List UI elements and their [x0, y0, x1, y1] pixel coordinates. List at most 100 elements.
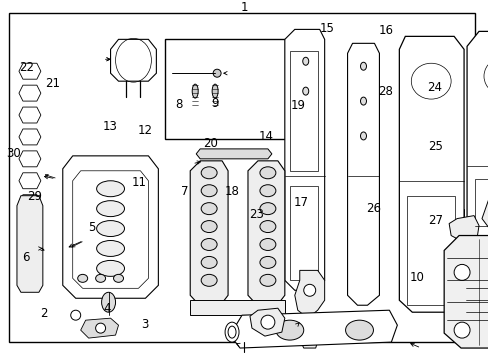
Polygon shape: [249, 308, 284, 336]
Ellipse shape: [96, 274, 105, 282]
Ellipse shape: [275, 320, 303, 340]
Text: 28: 28: [378, 85, 392, 98]
Polygon shape: [347, 43, 379, 305]
Text: 1: 1: [240, 1, 248, 14]
Ellipse shape: [201, 203, 217, 215]
Polygon shape: [284, 30, 324, 290]
Polygon shape: [294, 270, 324, 318]
Ellipse shape: [261, 315, 274, 329]
Text: 9: 9: [211, 96, 219, 109]
Polygon shape: [196, 149, 271, 159]
Bar: [407, 196, 454, 305]
Text: 23: 23: [249, 208, 264, 221]
Text: 5: 5: [88, 221, 96, 234]
Text: 7: 7: [181, 185, 188, 198]
Text: 10: 10: [409, 271, 424, 284]
Polygon shape: [19, 173, 41, 189]
Text: 17: 17: [293, 196, 307, 209]
Text: 21: 21: [45, 77, 60, 90]
Ellipse shape: [303, 284, 315, 296]
Ellipse shape: [260, 256, 275, 269]
Ellipse shape: [97, 181, 124, 197]
Polygon shape: [456, 278, 488, 328]
Text: 27: 27: [427, 214, 443, 227]
Ellipse shape: [260, 167, 275, 179]
Polygon shape: [19, 151, 41, 167]
Polygon shape: [19, 107, 41, 123]
Polygon shape: [190, 161, 227, 308]
Ellipse shape: [453, 264, 469, 280]
Ellipse shape: [192, 84, 198, 98]
Polygon shape: [19, 85, 41, 101]
Bar: [289, 186, 317, 280]
Polygon shape: [481, 196, 488, 235]
Ellipse shape: [201, 185, 217, 197]
Ellipse shape: [201, 256, 217, 269]
Ellipse shape: [227, 326, 236, 338]
Ellipse shape: [96, 323, 105, 333]
Text: 18: 18: [224, 185, 240, 198]
Ellipse shape: [260, 274, 275, 286]
Polygon shape: [62, 156, 158, 298]
Ellipse shape: [360, 132, 366, 140]
Text: 30: 30: [6, 147, 20, 160]
Ellipse shape: [360, 62, 366, 70]
Ellipse shape: [97, 201, 124, 217]
Text: 29: 29: [27, 190, 42, 203]
Ellipse shape: [260, 203, 275, 215]
Bar: [165, 39, 284, 139]
Ellipse shape: [78, 274, 87, 282]
Text: 24: 24: [426, 81, 441, 94]
Polygon shape: [19, 217, 41, 233]
Polygon shape: [19, 129, 41, 145]
Ellipse shape: [302, 87, 308, 95]
Text: 14: 14: [258, 130, 273, 143]
Ellipse shape: [213, 69, 221, 77]
Ellipse shape: [201, 221, 217, 233]
Polygon shape: [19, 63, 41, 79]
Ellipse shape: [260, 239, 275, 251]
Text: 3: 3: [141, 318, 148, 330]
Ellipse shape: [201, 239, 217, 251]
Text: 19: 19: [290, 99, 305, 112]
Ellipse shape: [71, 310, 81, 320]
Ellipse shape: [453, 322, 469, 338]
Polygon shape: [110, 39, 156, 81]
Ellipse shape: [360, 97, 366, 105]
Polygon shape: [448, 216, 478, 243]
Text: 6: 6: [22, 251, 29, 264]
Text: 11: 11: [132, 176, 147, 189]
Polygon shape: [17, 196, 43, 292]
Ellipse shape: [97, 221, 124, 237]
Text: 15: 15: [319, 22, 334, 35]
Ellipse shape: [302, 57, 308, 65]
Polygon shape: [81, 318, 118, 338]
Text: 13: 13: [103, 120, 118, 133]
Text: 16: 16: [378, 24, 393, 37]
Polygon shape: [229, 310, 397, 348]
Text: 2: 2: [40, 307, 47, 320]
Polygon shape: [19, 195, 41, 211]
Ellipse shape: [260, 185, 275, 197]
Bar: [289, 51, 317, 171]
Text: 22: 22: [19, 61, 34, 74]
Text: 20: 20: [203, 137, 218, 150]
Polygon shape: [73, 171, 148, 288]
Text: 25: 25: [427, 140, 443, 153]
Text: 26: 26: [366, 202, 381, 215]
Ellipse shape: [102, 292, 115, 312]
Ellipse shape: [97, 260, 124, 276]
Ellipse shape: [201, 274, 217, 286]
Polygon shape: [247, 161, 284, 308]
Polygon shape: [399, 36, 463, 312]
Ellipse shape: [97, 240, 124, 256]
Polygon shape: [466, 31, 488, 260]
Ellipse shape: [345, 320, 373, 340]
Ellipse shape: [304, 330, 314, 340]
Ellipse shape: [260, 221, 275, 233]
Ellipse shape: [212, 84, 218, 98]
Ellipse shape: [224, 322, 239, 342]
Polygon shape: [443, 235, 488, 348]
Ellipse shape: [201, 167, 217, 179]
Ellipse shape: [113, 274, 123, 282]
